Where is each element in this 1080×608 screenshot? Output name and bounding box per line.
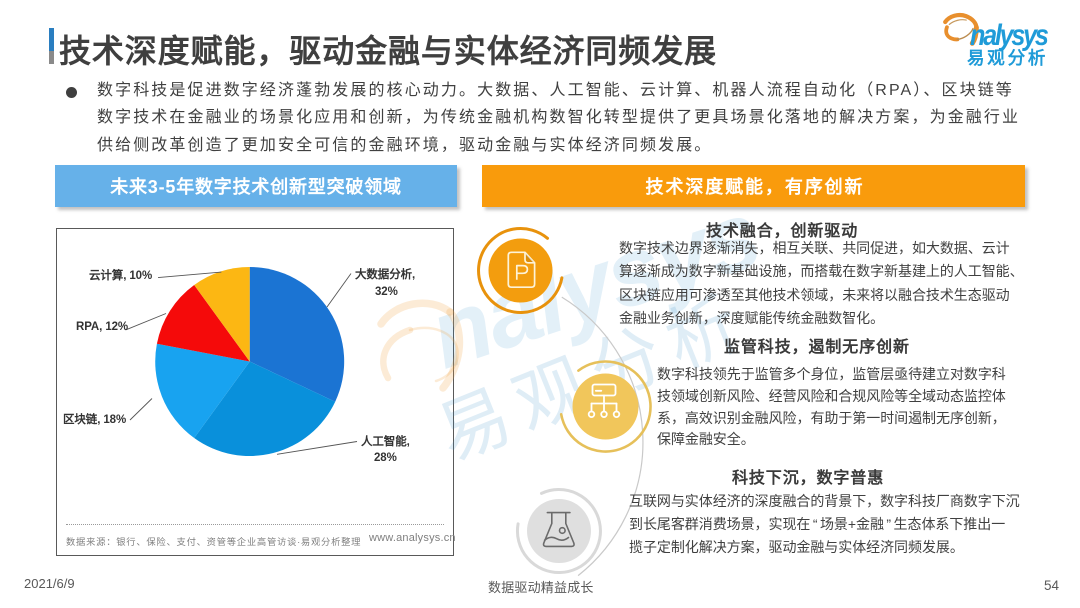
svg-text:nalysys: nalysys — [970, 18, 1049, 52]
svg-text:易观分析: 易观分析 — [967, 48, 1048, 68]
